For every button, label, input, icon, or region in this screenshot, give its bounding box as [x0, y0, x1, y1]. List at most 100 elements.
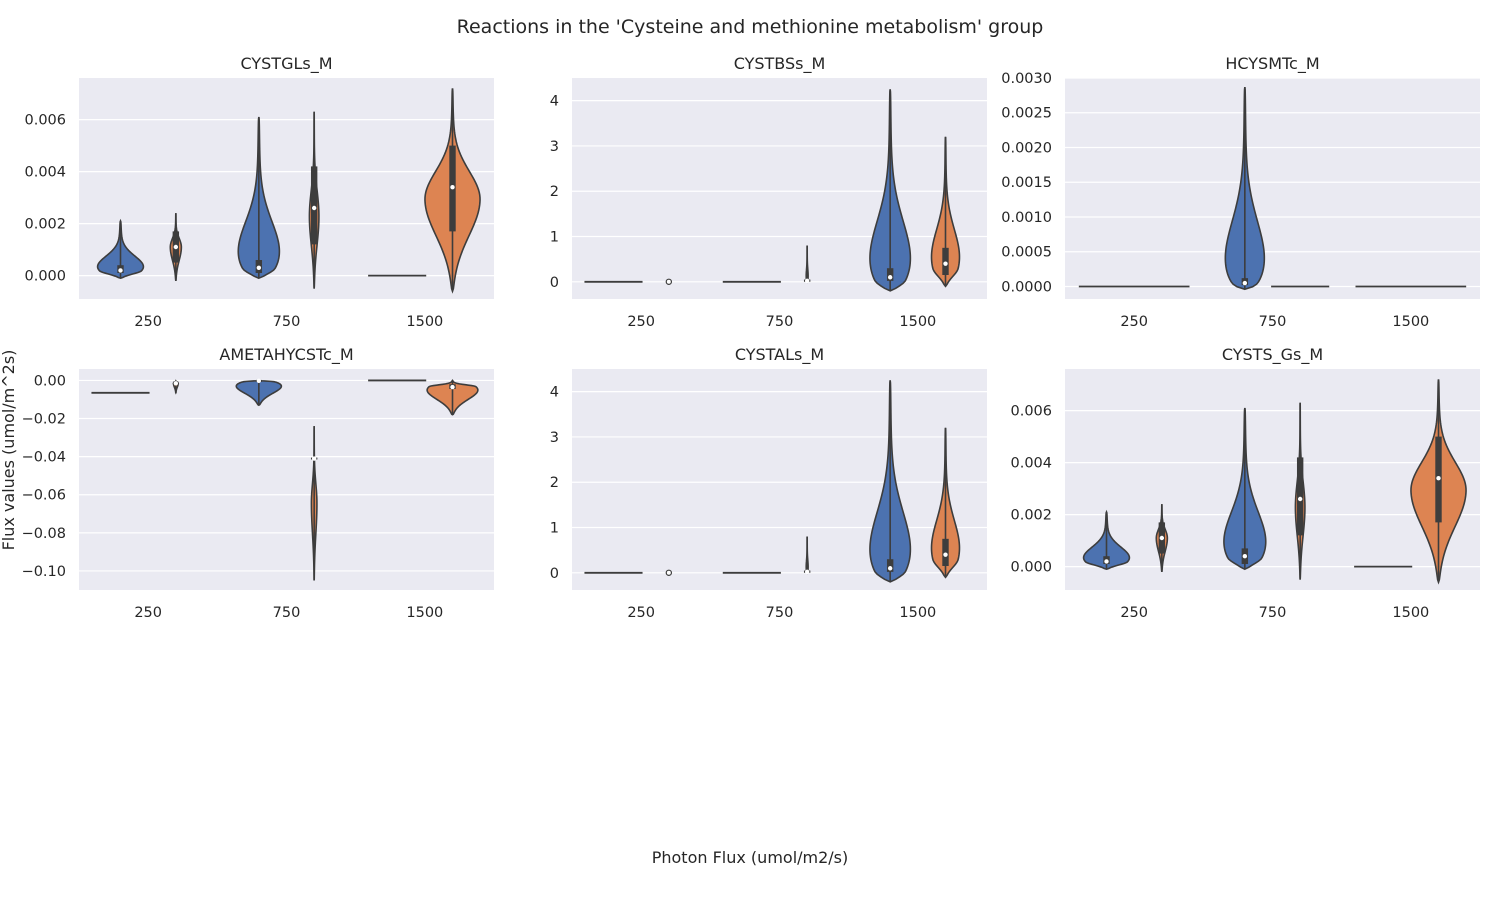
violin-median-dot: [450, 384, 455, 390]
violin-250-series-1: [1082, 509, 1131, 571]
x-tick-label: 250: [627, 314, 655, 330]
violin-750-series-2: [803, 245, 811, 284]
plot-area: [572, 78, 987, 299]
violin-750-series-1: [235, 378, 283, 407]
figure-title: Reactions in the 'Cysteine and methionin…: [457, 16, 1044, 38]
violin-250-series-2: [169, 213, 183, 281]
violin-median-dot: [887, 275, 893, 280]
violin-1500-series-2: [930, 427, 961, 579]
y-tick-label: 0.000: [24, 269, 66, 285]
violin-1500-series-2: [930, 136, 961, 288]
y-tick-label: 0.0015: [1001, 175, 1052, 191]
x-tick-label: 250: [134, 314, 162, 330]
violin-median-dot: [804, 569, 810, 575]
y-tick-label: 1: [550, 521, 559, 537]
violin-750-series-2: [308, 111, 320, 289]
violin-iqr-box: [310, 166, 318, 245]
violin-median-dot: [1436, 476, 1441, 481]
y-tick-label: 0.006: [24, 113, 66, 129]
violin-iqr-box: [886, 268, 894, 281]
violin-iqr-box: [942, 247, 949, 275]
panel-cystals-m: 0 1 2 3 4 250 750 1500 CYSTALs_M: [550, 345, 987, 621]
violin-median-dot: [665, 278, 673, 285]
x-tick-label: 250: [134, 605, 162, 621]
violin-median-dot: [118, 268, 123, 273]
plot-area: [1065, 369, 1480, 590]
violin-median-dot: [1242, 554, 1248, 559]
y-tick-label: −0.10: [22, 564, 66, 580]
violin-median-dot: [311, 456, 317, 461]
violin-iqr-box: [942, 538, 949, 566]
y-tick-label: 0.0005: [1001, 245, 1052, 261]
x-tick-label: 1500: [899, 314, 936, 330]
x-tick-label: 750: [1259, 605, 1287, 621]
violin-iqr-box: [1296, 457, 1304, 536]
y-tick-label: 0.0030: [1001, 71, 1052, 87]
violin-median-dot: [665, 569, 673, 576]
y-tick-label: 1: [550, 230, 559, 246]
violin-1500-series-2: [1410, 379, 1467, 585]
violin-250-series-2: [665, 569, 673, 576]
plot-area: [79, 369, 494, 590]
violin-median-dot: [450, 185, 455, 190]
violin-median-dot: [1297, 496, 1303, 502]
violin-median-dot: [1104, 559, 1109, 564]
violin-750-series-2: [1294, 402, 1306, 580]
plot-area: [572, 369, 987, 590]
y-tick-label: 0.002: [24, 217, 66, 233]
y-tick-label: −0.06: [22, 488, 66, 504]
x-tick-label: 1500: [1392, 605, 1429, 621]
y-tick-label: 0.000: [1010, 560, 1052, 576]
violin-median-dot: [1242, 280, 1248, 286]
violin-iqr-box: [886, 559, 894, 572]
y-tick-label: 0.006: [1010, 404, 1052, 420]
y-tick-label: −0.08: [22, 526, 66, 542]
y-tick-label: 0.004: [24, 165, 66, 181]
x-tick-label: 750: [766, 314, 794, 330]
panel-title: CYSTALs_M: [735, 345, 824, 365]
violin-1500-series-1: [869, 380, 912, 583]
panel-title: AMETAHYCSTc_M: [219, 345, 353, 365]
y-tick-label: 4: [550, 385, 559, 401]
violin-median-dot: [943, 261, 948, 266]
panel-title: CYSTBSs_M: [734, 54, 826, 74]
y-tick-label: 0.00: [34, 373, 66, 389]
y-tick-label: 4: [550, 94, 559, 110]
y-tick-label: 0.002: [1010, 508, 1052, 524]
violin-median-dot: [887, 566, 893, 571]
violin-250-series-2: [665, 278, 673, 285]
figure-x-label: Photon Flux (umol/m2/s): [652, 848, 849, 867]
violin-median-dot: [256, 378, 262, 384]
plot-area: [79, 78, 494, 299]
violin-750-series-1: [237, 116, 281, 280]
violin-median-dot: [173, 381, 179, 386]
y-tick-label: 2: [550, 184, 559, 200]
violin-750-series-1: [1223, 407, 1267, 571]
panel-ametahycstc-m: 0.00 −0.02 −0.04 −0.06 −0.08 −0.10 250 750 1500 A…: [22, 345, 494, 621]
violin-1500-series-2: [424, 88, 481, 294]
x-tick-label: 1500: [406, 314, 443, 330]
violin-250-series-2: [172, 379, 180, 395]
y-tick-label: 0: [550, 275, 559, 291]
panel-cystgls-m: 0.000 0.002 0.004 0.006 250 750 1500 CYSTGLs_M: [24, 54, 494, 330]
violin-median-dot: [256, 265, 262, 270]
x-tick-label: 750: [1259, 314, 1287, 330]
x-tick-label: 1500: [1392, 314, 1429, 330]
y-tick-label: −0.04: [22, 450, 66, 466]
violin-median-dot: [173, 244, 179, 250]
panel-cysts-gs-m: 0.000 0.002 0.004 0.006 250 750 1500 CYSTS_Gs_M: [1010, 345, 1480, 621]
violin-median-dot: [943, 552, 948, 557]
y-tick-label: 0.0020: [1001, 140, 1052, 156]
y-tick-label: 0.0010: [1001, 210, 1052, 226]
violin-750-series-1: [1224, 86, 1266, 291]
violin-median-dot: [1159, 535, 1165, 541]
violin-250-series-2: [1155, 504, 1169, 572]
y-tick-label: 0: [550, 566, 559, 582]
violin-1500-series-1: [869, 89, 912, 292]
x-tick-label: 250: [1120, 314, 1148, 330]
x-tick-label: 1500: [406, 605, 443, 621]
violin-750-series-2: [310, 426, 318, 581]
y-tick-label: 2: [550, 475, 559, 491]
